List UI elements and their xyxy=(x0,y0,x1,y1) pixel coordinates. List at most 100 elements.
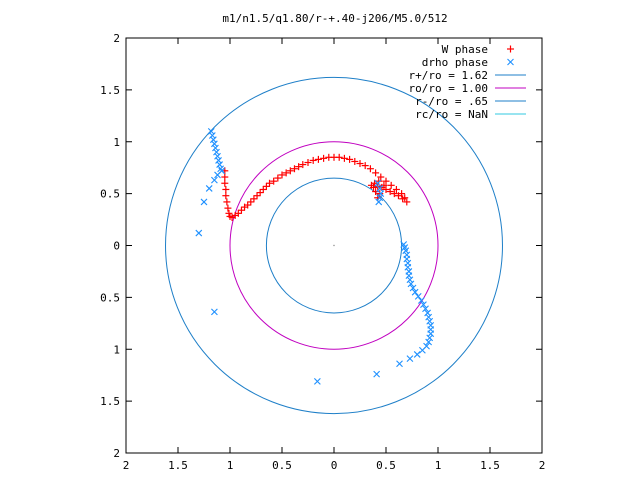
w-phase-point xyxy=(377,173,385,181)
drho-phase-point xyxy=(413,351,421,358)
cross-stroke-b xyxy=(374,179,382,187)
drho-phase-point xyxy=(214,171,221,179)
y-tick-label: 2 xyxy=(113,447,120,460)
x-tick-label: 0.5 xyxy=(376,459,396,472)
cross-stroke-b xyxy=(407,280,415,288)
drho-phase-point xyxy=(426,334,434,342)
drho-phase-point xyxy=(425,313,433,321)
x-tick-label: 0.5 xyxy=(272,459,292,472)
drho-phase-point xyxy=(403,251,411,259)
w-phase-point xyxy=(237,206,245,214)
w-phase-point xyxy=(320,154,328,162)
w-phase-point xyxy=(304,159,312,166)
w-phase-point xyxy=(390,190,398,198)
drho-phase-point xyxy=(405,268,413,275)
w-phase-point xyxy=(387,181,395,189)
w-phase-point xyxy=(309,156,317,164)
cross-stroke-b xyxy=(401,244,409,251)
cross-stroke-b xyxy=(313,378,321,385)
drho-phase-point xyxy=(207,127,215,135)
radius-circle xyxy=(165,76,503,415)
w-phase-point xyxy=(372,188,380,196)
drho-phase-point xyxy=(213,148,220,156)
cross-stroke-b xyxy=(425,313,433,321)
drho-phase-point xyxy=(404,259,412,267)
w-phase-point xyxy=(247,198,255,206)
drho-phase-point xyxy=(396,360,403,368)
drho-phase-point xyxy=(427,321,435,329)
w-phase-point xyxy=(340,154,348,162)
w-phase-point xyxy=(222,192,230,200)
y-tick-label: 0.5 xyxy=(100,188,120,201)
legend-symbol-cross xyxy=(507,58,514,66)
cross-stroke-b xyxy=(417,297,425,304)
drho-phase-point xyxy=(406,276,414,284)
drho-phase-point xyxy=(406,355,414,362)
cross-stroke-b xyxy=(404,259,412,267)
cross-stroke-b xyxy=(403,251,411,259)
w-phase-point xyxy=(351,157,359,165)
w-phase-point xyxy=(392,185,400,193)
w-phase-point xyxy=(394,192,402,200)
drho-phase-point xyxy=(375,198,383,206)
w-phase-point xyxy=(386,188,394,196)
cross-stroke-b xyxy=(215,157,222,164)
drho-phase-point xyxy=(426,317,434,325)
w-phase-point xyxy=(274,174,282,182)
w-phase-point xyxy=(259,185,267,193)
legend-label: r+/ro = 1.62 xyxy=(409,69,488,82)
cross-stroke-b xyxy=(205,185,213,192)
cross-stroke-b xyxy=(216,161,223,168)
chart-title: m1/n1.5/q1.80/r-+.40-j206/M5.0/512 xyxy=(222,12,447,25)
w-phase-point xyxy=(221,173,229,181)
x-tick-label: 1 xyxy=(227,459,234,472)
legend-label: W phase xyxy=(442,43,488,56)
y-tick-label: 2 xyxy=(113,32,120,45)
drho-phase-point xyxy=(373,370,381,378)
cross-stroke-b xyxy=(200,198,208,206)
legend-label: r-/ro = .65 xyxy=(415,95,488,108)
legend-label: rc/ro = NaN xyxy=(415,108,488,121)
cross-stroke-b xyxy=(405,268,413,275)
cross-stroke-b xyxy=(413,351,421,358)
cross-stroke-b xyxy=(375,198,383,206)
cross-stroke-b xyxy=(377,190,385,198)
legend-label: drho phase xyxy=(422,56,488,69)
w-phase-point xyxy=(253,192,261,200)
cross-stroke-b xyxy=(211,140,218,148)
drho-phase-point xyxy=(205,185,213,192)
data-markers xyxy=(195,127,435,385)
w-phase-point xyxy=(366,165,374,173)
w-phase-point xyxy=(221,179,229,187)
w-phase-series xyxy=(221,153,411,221)
cross-stroke-b xyxy=(414,292,422,300)
drho-phase-point xyxy=(211,140,218,148)
cross-stroke-b xyxy=(376,185,384,192)
cross-stroke-b xyxy=(406,276,414,284)
cross-stroke-b xyxy=(208,132,216,139)
w-phase-point xyxy=(399,195,407,203)
w-phase-point xyxy=(314,155,322,163)
cross-stroke-b xyxy=(426,334,434,342)
x-tick-label: 0 xyxy=(331,459,338,472)
cross-stroke-b xyxy=(423,342,430,350)
w-phase-point xyxy=(286,167,294,175)
drho-phase-point xyxy=(200,198,208,206)
radius-circles xyxy=(165,76,503,415)
y-tick-label: 1 xyxy=(113,343,120,356)
origin-point xyxy=(333,244,335,247)
cross-stroke-b xyxy=(211,308,218,316)
drho-phase-point xyxy=(209,136,217,144)
w-phase-point xyxy=(266,179,274,187)
drho-phase-series xyxy=(195,127,435,385)
w-phase-point xyxy=(382,177,390,185)
drho-phase-point xyxy=(208,132,216,139)
w-phase-point xyxy=(346,155,354,163)
w-phase-point xyxy=(256,189,264,197)
drho-phase-point xyxy=(211,176,218,184)
cross-stroke-b xyxy=(406,355,414,362)
w-phase-point xyxy=(299,161,307,169)
cross-stroke-b xyxy=(427,321,435,329)
